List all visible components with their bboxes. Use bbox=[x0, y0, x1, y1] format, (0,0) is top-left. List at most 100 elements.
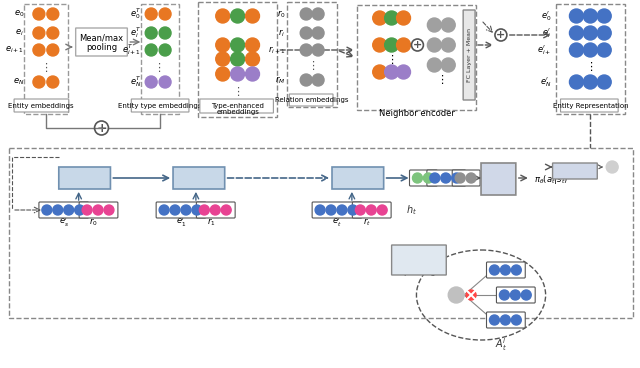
FancyBboxPatch shape bbox=[200, 99, 273, 113]
Circle shape bbox=[597, 9, 611, 23]
Text: ⋮: ⋮ bbox=[232, 87, 243, 97]
Text: $e_i'$: $e_i'$ bbox=[543, 26, 552, 40]
FancyBboxPatch shape bbox=[452, 170, 480, 186]
Text: ⋮: ⋮ bbox=[585, 62, 596, 72]
FancyBboxPatch shape bbox=[561, 99, 618, 112]
Text: embeddings: embeddings bbox=[216, 109, 259, 115]
Text: $e_{i+1}$: $e_{i+1}$ bbox=[5, 45, 24, 55]
Circle shape bbox=[490, 315, 499, 325]
Circle shape bbox=[33, 8, 45, 20]
Text: Entity type embeddings: Entity type embeddings bbox=[118, 103, 202, 109]
Text: $e_0'$: $e_0'$ bbox=[541, 9, 552, 23]
Text: ⋮: ⋮ bbox=[386, 55, 397, 65]
Circle shape bbox=[430, 173, 440, 183]
Text: $r_0$: $r_0$ bbox=[276, 8, 285, 20]
Text: space: space bbox=[407, 259, 432, 269]
FancyBboxPatch shape bbox=[463, 10, 475, 100]
Text: $r_M$: $r_M$ bbox=[275, 74, 285, 86]
Circle shape bbox=[372, 38, 387, 52]
Circle shape bbox=[442, 18, 455, 32]
FancyBboxPatch shape bbox=[173, 167, 225, 189]
Text: $r_{i+1}$: $r_{i+1}$ bbox=[268, 44, 285, 56]
Circle shape bbox=[584, 26, 597, 40]
Circle shape bbox=[355, 205, 365, 215]
Text: Linear: Linear bbox=[484, 174, 513, 184]
Circle shape bbox=[606, 161, 618, 173]
Circle shape bbox=[211, 205, 220, 215]
Bar bbox=[198, 2, 277, 117]
Text: +: + bbox=[413, 40, 422, 50]
Text: $e_N^T$: $e_N^T$ bbox=[130, 75, 141, 89]
Circle shape bbox=[300, 8, 312, 20]
Text: $h_t$: $h_t$ bbox=[406, 203, 417, 217]
Circle shape bbox=[315, 205, 325, 215]
Circle shape bbox=[500, 315, 510, 325]
Text: Dropout: Dropout bbox=[559, 170, 590, 178]
Circle shape bbox=[584, 9, 597, 23]
Circle shape bbox=[104, 205, 114, 215]
Circle shape bbox=[397, 11, 410, 25]
Circle shape bbox=[466, 290, 476, 300]
FancyBboxPatch shape bbox=[39, 202, 88, 218]
Bar bbox=[24, 4, 68, 114]
FancyBboxPatch shape bbox=[156, 202, 206, 218]
Circle shape bbox=[145, 76, 157, 88]
Circle shape bbox=[42, 205, 52, 215]
Text: $e_1^r$: $e_1^r$ bbox=[176, 215, 186, 229]
Circle shape bbox=[377, 205, 387, 215]
Circle shape bbox=[246, 52, 259, 66]
Circle shape bbox=[413, 173, 422, 183]
Text: Entity embeddings: Entity embeddings bbox=[8, 103, 74, 109]
Text: ⋮: ⋮ bbox=[307, 61, 317, 71]
Circle shape bbox=[159, 8, 171, 20]
Circle shape bbox=[385, 38, 399, 52]
Circle shape bbox=[192, 205, 202, 215]
Text: $e_t'$: $e_t'$ bbox=[452, 288, 461, 302]
Circle shape bbox=[300, 74, 312, 86]
Circle shape bbox=[500, 265, 510, 275]
Circle shape bbox=[53, 205, 63, 215]
Circle shape bbox=[170, 205, 180, 215]
Circle shape bbox=[33, 76, 45, 88]
Text: Relation embeddings: Relation embeddings bbox=[275, 97, 349, 103]
Circle shape bbox=[424, 173, 433, 183]
Text: ⋮: ⋮ bbox=[436, 75, 447, 85]
Circle shape bbox=[82, 205, 92, 215]
Text: $e_s^r$: $e_s^r$ bbox=[59, 215, 69, 229]
Circle shape bbox=[230, 52, 244, 66]
FancyBboxPatch shape bbox=[353, 202, 391, 218]
Circle shape bbox=[597, 26, 611, 40]
Text: $e_N$: $e_N$ bbox=[13, 77, 24, 87]
Circle shape bbox=[300, 27, 312, 39]
Circle shape bbox=[499, 290, 509, 300]
Circle shape bbox=[448, 287, 464, 303]
Text: Action: Action bbox=[406, 251, 433, 261]
Text: +: + bbox=[496, 30, 506, 40]
Text: pooling: pooling bbox=[86, 43, 117, 53]
Circle shape bbox=[216, 38, 230, 52]
Circle shape bbox=[75, 205, 84, 215]
Circle shape bbox=[246, 67, 259, 81]
Circle shape bbox=[570, 9, 584, 23]
FancyBboxPatch shape bbox=[552, 163, 597, 179]
FancyBboxPatch shape bbox=[410, 170, 437, 186]
Bar bbox=[9, 148, 633, 318]
FancyBboxPatch shape bbox=[59, 167, 111, 189]
Text: Action: Action bbox=[563, 163, 586, 171]
FancyBboxPatch shape bbox=[481, 163, 516, 195]
Text: $e_i^T$: $e_i^T$ bbox=[130, 25, 141, 40]
Circle shape bbox=[466, 173, 476, 183]
Circle shape bbox=[312, 8, 324, 20]
Circle shape bbox=[584, 75, 597, 89]
FancyBboxPatch shape bbox=[131, 99, 189, 112]
Text: $r_0$: $r_0$ bbox=[89, 216, 98, 228]
Circle shape bbox=[372, 65, 387, 79]
Text: Entity Representation: Entity Representation bbox=[552, 103, 628, 109]
Circle shape bbox=[428, 18, 442, 32]
Text: Mean/max: Mean/max bbox=[79, 33, 124, 42]
Text: $A_t^l$: $A_t^l$ bbox=[495, 337, 507, 353]
Circle shape bbox=[510, 290, 520, 300]
Circle shape bbox=[312, 27, 324, 39]
Circle shape bbox=[216, 9, 230, 23]
Circle shape bbox=[442, 38, 455, 52]
